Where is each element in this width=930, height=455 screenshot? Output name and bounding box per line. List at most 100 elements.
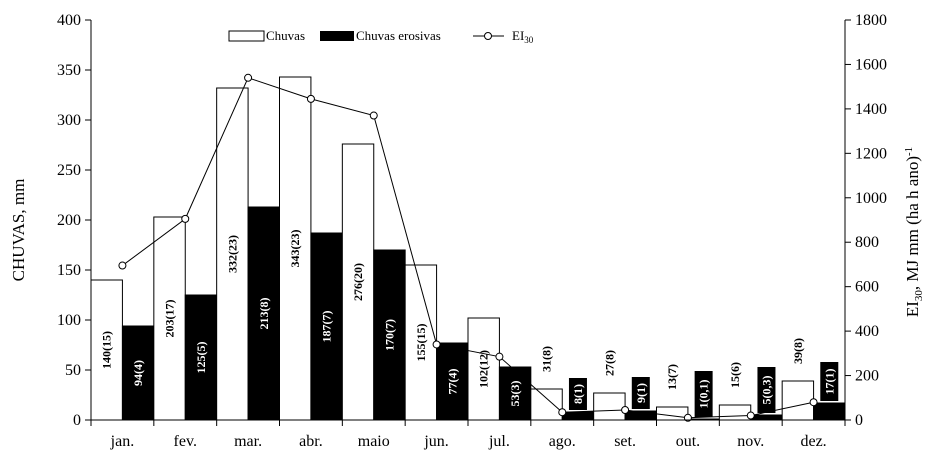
y2-tick-label-1600: 1600 [855,56,887,73]
legend-label-ei30: EI30 [512,28,534,45]
ei30-point-maio [369,111,378,120]
y2-tick-label-400: 400 [855,323,879,340]
bar-erosivas-jul [498,366,532,421]
bar-label-chuvas-maio: 276(20) [351,263,365,301]
bar-label-erosivas-ago: 8(1) [571,384,585,404]
bar-label-chuvas-ago: 31(8) [540,346,554,372]
bar-label-chuvas-jul: 102(12) [477,350,491,388]
x-tick-label-dez: dez. [800,433,826,450]
y-tick-label-300: 300 [57,112,81,129]
bar-label-erosivas-set: 9(1) [634,383,648,403]
bar-erosivas-jan [121,325,155,421]
ei30-point-dez [809,398,818,407]
bar-erosivas-abr [310,232,343,421]
legend-swatch-chuvas [228,30,265,42]
bar-label-chuvas-abr: 343(23) [288,230,302,268]
x-tick-label-jul: jul. [488,433,510,450]
bar-erosivas-mar [247,206,280,421]
x-tick-label-maio: maio [358,433,390,450]
bar-label-erosivas-abr: 187(7) [320,311,334,343]
bar-chuvas-ago [530,388,563,421]
y2-tick-label-800: 800 [855,234,879,251]
bar-label-erosivas-fev: 125(5) [194,342,208,374]
bar-erosivas-nov [750,414,783,421]
x-tick-label-out: out. [676,433,700,450]
legend-label-chuvas: Chuvas [266,28,305,43]
bar-chuvas-out [656,406,689,421]
y2-tick-label-200: 200 [855,368,879,385]
bar-label-bg-erosivas-ago [568,378,587,410]
bar-label-bg-erosivas-set [631,377,650,409]
ei30-point-jan [118,261,127,270]
bar-erosivas-ago [561,411,595,421]
x-tick-label-jan: jan. [110,433,135,450]
ei30-point-jul [495,352,504,361]
bar-label-chuvas-out: 13(7) [665,364,679,390]
x-tick-label-set: set. [614,433,636,450]
axes-layer: 0 50 100 150 200 250 300 350 400 0 200 400 600 800 100… [57,12,887,450]
y2-tick-label-1000: 1000 [855,190,887,207]
y-tick-label-50: 50 [65,362,81,379]
bar-erosivas-dez [813,402,846,421]
x-tick-label-jun: jun. [423,433,448,450]
bar-label-erosivas-jun: 77(4) [445,369,459,395]
bar-label-chuvas-nov: 15(6) [728,362,742,388]
bar-label-erosivas-jan: 94(4) [131,360,145,386]
y2-tick-label-0: 0 [855,412,863,429]
ei30-point-abr [306,94,315,103]
ei30-line [122,77,814,419]
y-tick-label-200: 200 [57,212,81,229]
bar-label-erosivas-dez: 17(1) [822,369,836,395]
bar-label-erosivas-nov: 5(0,3) [759,376,773,405]
x-tick-label-ago: ago. [549,433,576,450]
bar-label-bg-erosivas-out [694,371,713,417]
bar-label-bg-erosivas-dez [820,362,839,401]
ei30-point-ago [558,408,567,417]
y-tick-label-150: 150 [57,262,81,279]
bar-label-chuvas-fev: 203(17) [163,300,177,338]
y-axis-title: CHUVAS, mm [9,179,28,282]
bar-chuvas-fev [153,216,186,421]
bar-label-chuvas-dez: 39(8) [791,338,805,364]
bars-layer: 140(15) 94(4) 203(17) 125(5) 332(23) 213(8) 34… [90,76,846,421]
y-tick-label-0: 0 [73,412,81,429]
legend-swatch-chuvas-erosivas [320,31,354,41]
bar-chuvas-jan [90,279,123,421]
x-tick-label-mar: mar. [234,433,262,450]
y-tick-label-350: 350 [57,62,81,79]
ei30-point-fev [181,214,190,223]
y-tick-label-250: 250 [57,162,81,179]
ei30-point-set [621,406,630,414]
y2-tick-label-1800: 1800 [855,12,887,29]
bar-label-chuvas-set: 27(8) [602,350,616,376]
bar-chuvas-nov [718,404,752,421]
x-tick-label-fev: fev. [174,433,197,450]
ei30-point-nov [746,411,755,420]
x-tick-label-nov: nov. [737,433,764,450]
legend-marker-ei30 [484,32,492,40]
bar-label-erosivas-mar: 213(8) [257,298,271,330]
ei30-point-jun [432,340,441,349]
bar-label-chuvas-jan: 140(15) [100,331,114,369]
bar-label-erosivas-out: 1(0,1) [697,380,711,409]
y2-tick-label-1400: 1400 [855,101,887,118]
bar-label-chuvas-mar: 332(23) [225,235,239,273]
bar-chuvas-set [593,392,626,421]
bar-label-erosivas-maio: 170(7) [382,319,396,351]
ei30-point-mar [244,73,253,82]
legend-label-chuvas-erosivas: Chuvas erosivas [356,28,441,43]
y-tick-label-100: 100 [57,312,81,329]
y2-tick-label-600: 600 [855,279,879,296]
bar-label-chuvas-jun: 155(15) [414,324,428,362]
y2-axis-title: EI30, MJ mm (ha h ano)-1 [903,147,925,317]
x-tick-label-abr: abr. [299,433,323,450]
y-tick-label-400: 400 [57,12,81,29]
y2-tick-label-1200: 1200 [855,145,887,162]
bar-erosivas-jun [436,342,469,421]
bar-erosivas-maio [373,249,406,421]
bar-chuvas-dez [781,380,815,421]
bar-label-erosivas-jul: 53(3) [508,381,522,407]
legend: Chuvas Chuvas erosivas EI30 [228,28,534,45]
ei30-line-layer [118,73,818,422]
